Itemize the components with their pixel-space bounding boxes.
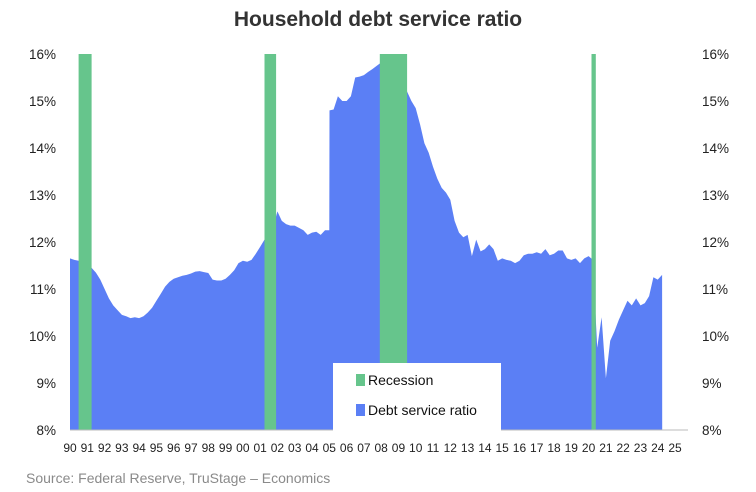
x-tick-label: 08	[374, 441, 388, 455]
x-tick-label: 98	[202, 441, 216, 455]
y-tick-label-right: 9%	[702, 376, 722, 391]
x-tick-label: 07	[357, 441, 371, 455]
y-tick-label-left: 15%	[29, 94, 56, 109]
x-tick-label: 19	[565, 441, 579, 455]
y-tick-label-left: 11%	[30, 282, 56, 297]
x-tick-label: 01	[253, 441, 267, 455]
y-tick-label-right: 11%	[702, 282, 728, 297]
x-tick-label: 21	[599, 441, 613, 455]
chart-title: Household debt service ratio	[233, 8, 523, 31]
y-tick-label-left: 16%	[29, 47, 56, 62]
x-tick-label: 90	[63, 441, 77, 455]
legend-swatch-recession	[356, 374, 365, 386]
x-tick-label: 00	[236, 441, 250, 455]
x-tick-label: 10	[409, 441, 423, 455]
y-tick-label-left: 12%	[29, 235, 56, 250]
x-tick-label: 93	[115, 441, 129, 455]
y-tick-label-right: 12%	[702, 235, 729, 250]
x-tick-label: 91	[81, 441, 95, 455]
recession-bar-1	[78, 54, 92, 430]
y-tick-label-right: 15%	[702, 94, 729, 109]
x-tick-label: 97	[184, 441, 198, 455]
x-tick-label: 16	[513, 441, 527, 455]
x-tick-label: 92	[98, 441, 112, 455]
legend: Recession Debt service ratio	[333, 363, 501, 431]
x-tick-label: 05	[323, 441, 337, 455]
y-tick-label-left: 9%	[36, 376, 56, 391]
x-tick-label: 17	[530, 441, 544, 455]
recession-bar-4	[591, 54, 596, 430]
x-tick-label: 11	[427, 441, 440, 455]
x-tick-label: 99	[219, 441, 233, 455]
y-tick-label-right: 14%	[702, 141, 729, 156]
x-tick-label: 24	[651, 441, 665, 455]
x-tick-label: 25	[668, 441, 682, 455]
debt-service-ratio-area	[70, 62, 688, 430]
x-tick-label: 18	[547, 441, 561, 455]
x-tick-label: 23	[634, 441, 648, 455]
legend-swatch-debt-service-ratio	[356, 404, 365, 416]
x-tick-label: 14	[478, 441, 492, 455]
legend-label-debt-service-ratio: Debt service ratio	[368, 402, 477, 418]
x-tick-label: 09	[392, 441, 406, 455]
y-tick-label-left: 13%	[29, 188, 56, 203]
y-tick-label-right: 16%	[702, 47, 729, 62]
x-tick-label: 04	[305, 441, 319, 455]
x-tick-label: 22	[616, 441, 630, 455]
y-tick-label-left: 8%	[36, 423, 56, 438]
legend-label-recession: Recession	[368, 372, 433, 388]
left-y-axis: 8% 9% 10% 11% 12% 13% 14% 15% 16%	[29, 47, 56, 438]
x-tick-label: 06	[340, 441, 354, 455]
y-tick-label-right: 13%	[702, 188, 729, 203]
recession-bar-2	[264, 54, 277, 430]
x-tick-label: 03	[288, 441, 302, 455]
y-tick-label-left: 10%	[29, 329, 56, 344]
y-tick-label-right: 8%	[702, 423, 722, 438]
x-tick-label: 12	[444, 441, 458, 455]
x-axis: 90 91 92 93 94 95 96 97 98 99 00 01 02 03 04 05 06 07 08 09…	[63, 429, 688, 455]
x-tick-label: 15	[495, 441, 509, 455]
x-tick-label: 94	[132, 441, 146, 455]
y-tick-label-right: 10%	[702, 329, 729, 344]
x-tick-label: 96	[167, 441, 181, 455]
x-tick-label: 20	[582, 441, 596, 455]
x-tick-label: 13	[461, 441, 475, 455]
x-tick-label: 02	[271, 441, 285, 455]
x-tick-label: 95	[150, 441, 164, 455]
right-y-axis: 8% 9% 10% 11% 12% 13% 14% 15% 16%	[702, 47, 729, 438]
source-note: Source: Federal Reserve, TruStage – Econ…	[26, 470, 331, 486]
y-tick-label-left: 14%	[29, 141, 56, 156]
